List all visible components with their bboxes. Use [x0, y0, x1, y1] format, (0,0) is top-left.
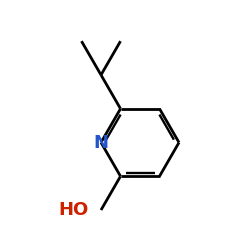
Text: HO: HO [58, 201, 88, 219]
Text: N: N [94, 134, 108, 152]
